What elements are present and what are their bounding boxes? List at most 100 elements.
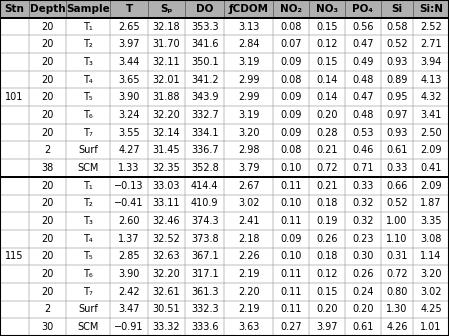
Bar [309,71,345,88]
Bar [345,141,381,159]
Bar [185,106,224,124]
Text: 20: 20 [41,234,53,244]
Text: 0.18: 0.18 [317,251,338,261]
Bar [110,88,148,106]
Bar [413,283,449,301]
Bar [110,265,148,283]
Bar [309,53,345,71]
Text: 0.20: 0.20 [316,110,338,120]
Bar [224,88,273,106]
Bar [148,18,185,35]
Text: 0.28: 0.28 [316,128,338,138]
Bar [148,106,185,124]
Bar [381,53,413,71]
Bar [273,177,309,195]
Bar [345,212,381,230]
Text: ƒCDOM: ƒCDOM [229,4,269,14]
Bar [381,301,413,318]
Bar [224,88,273,106]
Bar [110,0,148,18]
Bar [148,141,185,159]
Text: T₅: T₅ [84,92,93,102]
Text: Si:N: Si:N [419,4,443,14]
Bar [148,35,185,53]
Text: 32.01: 32.01 [153,75,180,85]
Text: 0.14: 0.14 [317,75,338,85]
Bar [185,53,224,71]
Text: 0.93: 0.93 [386,128,408,138]
Bar [381,141,413,159]
Bar [148,88,185,106]
Bar [309,195,345,212]
Text: 0.15: 0.15 [316,287,338,297]
Bar [309,0,345,18]
Bar [413,106,449,124]
Bar [148,212,185,230]
Text: 1.10: 1.10 [386,234,408,244]
Bar [185,248,224,265]
Text: 0.72: 0.72 [316,163,338,173]
Bar [0,283,29,301]
Bar [29,283,66,301]
Text: −0.41: −0.41 [114,198,144,208]
Bar [273,0,309,18]
Bar [224,35,273,53]
Text: 333.6: 333.6 [191,322,219,332]
Bar [0,18,29,35]
Bar [345,230,381,248]
Bar [224,195,273,212]
Text: 4.26: 4.26 [386,322,408,332]
Bar [110,230,148,248]
Bar [0,283,29,301]
Bar [0,301,29,318]
Bar [185,177,224,195]
Bar [185,195,224,212]
Bar [0,141,29,159]
Bar [224,159,273,177]
Bar [148,0,185,18]
Bar [110,106,148,124]
Bar [66,71,110,88]
Text: PO₄: PO₄ [352,4,374,14]
Text: 0.15: 0.15 [316,22,338,32]
Text: 0.18: 0.18 [317,198,338,208]
Bar [148,195,185,212]
Text: 115: 115 [5,251,24,261]
Text: 1.37: 1.37 [119,234,140,244]
Bar [224,265,273,283]
Text: 0.11: 0.11 [281,304,302,314]
Text: 2.67: 2.67 [238,181,260,191]
Bar [0,141,29,159]
Bar [413,265,449,283]
Bar [224,71,273,88]
Text: 30.51: 30.51 [153,304,180,314]
Text: 0.10: 0.10 [281,251,302,261]
Bar [0,248,29,265]
Text: T₄: T₄ [84,75,93,85]
Bar [110,159,148,177]
Text: 0.12: 0.12 [316,39,338,49]
Bar [66,230,110,248]
Text: 414.4: 414.4 [191,181,219,191]
Bar [381,248,413,265]
Text: T₂: T₂ [84,39,93,49]
Text: 0.97: 0.97 [386,110,408,120]
Bar [273,71,309,88]
Text: T₆: T₆ [84,110,93,120]
Bar [345,0,381,18]
Bar [345,283,381,301]
Text: 3.94: 3.94 [420,57,442,67]
Bar [309,106,345,124]
Bar [381,159,413,177]
Text: 2.41: 2.41 [238,216,260,226]
Bar [185,53,224,71]
Bar [110,71,148,88]
Text: 0.33: 0.33 [352,181,374,191]
Text: T₇: T₇ [84,128,93,138]
Text: 0.11: 0.11 [281,216,302,226]
Bar [110,88,148,106]
Bar [148,18,185,35]
Text: T₆: T₆ [84,269,93,279]
Text: 31.70: 31.70 [153,39,180,49]
Bar [381,318,413,336]
